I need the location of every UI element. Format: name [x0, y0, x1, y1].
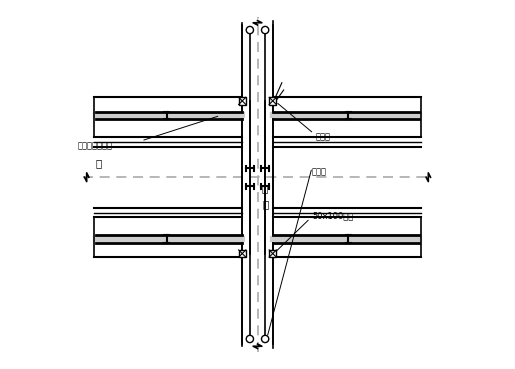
- Text: 梁: 梁: [96, 158, 102, 168]
- Circle shape: [246, 335, 253, 342]
- Circle shape: [246, 27, 253, 34]
- Text: 梁: 梁: [263, 199, 269, 209]
- Circle shape: [262, 335, 269, 342]
- Bar: [269, 250, 277, 257]
- Text: 钢管架: 钢管架: [312, 167, 327, 176]
- Bar: [269, 97, 277, 104]
- Bar: [238, 97, 246, 104]
- Bar: [238, 250, 246, 257]
- Text: 可调托支撑加固: 可调托支撑加固: [78, 142, 113, 151]
- Text: 50x100木方: 50x100木方: [312, 211, 353, 220]
- Circle shape: [262, 27, 269, 34]
- Text: 竹胶板: 竹胶板: [316, 133, 331, 142]
- Text: 柱: 柱: [262, 183, 268, 193]
